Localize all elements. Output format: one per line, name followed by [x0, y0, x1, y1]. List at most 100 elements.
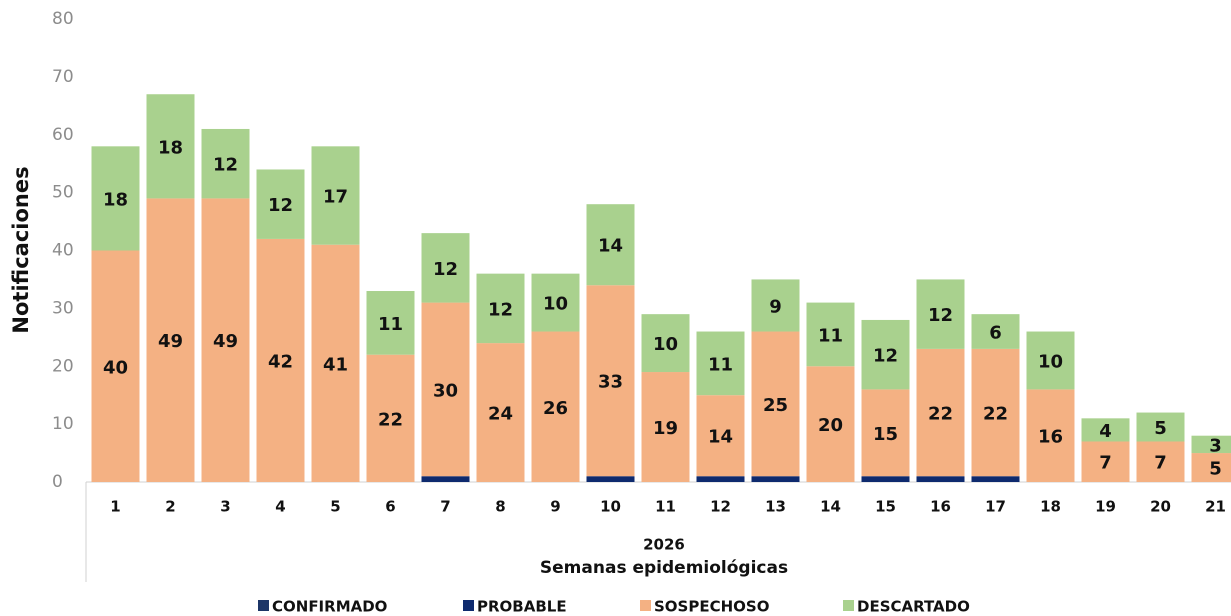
legend-label: CONFIRMADO	[272, 598, 387, 616]
bar-segment	[311, 244, 360, 482]
bar-segment	[641, 314, 690, 373]
bar-segment	[751, 476, 800, 482]
y-tick-label: 40	[52, 241, 74, 261]
data-label: 9	[769, 296, 782, 317]
bar-segment	[146, 94, 195, 199]
data-label: 49	[158, 331, 183, 352]
bar-segment	[366, 291, 415, 355]
x-tick-label: 19	[1095, 498, 1116, 516]
data-label: 12	[873, 346, 898, 367]
bar-segment	[696, 395, 745, 477]
bar-segment	[751, 279, 800, 332]
bar-segment	[531, 331, 580, 482]
data-label: 26	[543, 398, 568, 419]
x-tick-label: 21	[1205, 498, 1226, 516]
bar-segment	[806, 302, 855, 367]
data-label: 41	[323, 354, 348, 375]
bar-segment	[201, 198, 250, 482]
bar-segment	[916, 348, 965, 477]
bar-segment	[1191, 453, 1231, 482]
data-label: 25	[763, 395, 788, 416]
bar-segment	[1136, 441, 1185, 482]
bar-segment	[971, 348, 1020, 477]
data-label: 12	[213, 155, 238, 176]
bar-segment	[916, 279, 965, 349]
data-label: 16	[1038, 427, 1063, 448]
x-tick-label: 11	[655, 498, 676, 516]
legend-label: SOSPECHOSO	[654, 598, 769, 616]
data-label: 7	[1099, 453, 1112, 474]
bar-segment	[476, 343, 525, 482]
data-label: 20	[818, 415, 843, 436]
x-tick-label: 1	[110, 498, 120, 516]
y-tick-label: 70	[52, 67, 74, 87]
data-label: 18	[103, 189, 128, 210]
x-tick-label: 8	[495, 498, 505, 516]
data-label: 22	[928, 404, 953, 425]
data-label: 18	[158, 137, 183, 158]
data-label: 15	[873, 424, 898, 445]
x-tick-label: 17	[985, 498, 1006, 516]
y-tick-label: 0	[52, 472, 63, 492]
data-label: 12	[433, 259, 458, 280]
x-tick-label: 16	[930, 498, 951, 516]
y-tick-label: 50	[52, 183, 74, 203]
x-axis-group: 2026	[643, 536, 685, 554]
y-tick-label: 60	[52, 125, 74, 145]
bar-segment	[861, 389, 910, 477]
data-label: 12	[488, 299, 513, 320]
bar-segment	[91, 146, 140, 251]
legend-label: PROBABLE	[477, 598, 567, 616]
y-tick-label: 10	[52, 414, 74, 434]
bar-segment	[971, 314, 1020, 349]
data-label: 10	[543, 294, 568, 315]
bar-segment	[256, 238, 305, 482]
bar-segment	[1191, 435, 1231, 454]
bar-segment	[146, 198, 195, 482]
y-tick-label: 30	[52, 298, 74, 318]
bar-segment	[1081, 441, 1130, 482]
bar-segment	[421, 233, 470, 303]
legend-swatch	[843, 600, 854, 611]
bar-segment	[256, 169, 305, 239]
x-tick-label: 13	[765, 498, 786, 516]
bar-segment	[476, 273, 525, 344]
data-label: 12	[268, 195, 293, 216]
bar-segment	[806, 366, 855, 482]
bar-segment	[1026, 389, 1075, 482]
bar-segment	[586, 476, 635, 482]
x-tick-label: 7	[440, 498, 450, 516]
bar-segment	[91, 250, 140, 482]
x-tick-label: 20	[1150, 498, 1171, 516]
data-label: 7	[1154, 453, 1167, 474]
bar-segment	[201, 128, 250, 199]
data-label: 6	[989, 323, 1002, 344]
legend-swatch	[463, 600, 474, 611]
data-label: 11	[378, 314, 403, 335]
y-tick-label: 20	[52, 356, 74, 376]
x-tick-label: 5	[330, 498, 340, 516]
data-label: 42	[268, 351, 293, 372]
x-tick-label: 14	[820, 498, 841, 516]
bar-segment	[696, 331, 745, 396]
bar-segment	[696, 476, 745, 482]
legend-swatch	[258, 600, 269, 611]
bar-segment	[531, 273, 580, 332]
data-label: 30	[433, 380, 458, 401]
data-label: 3	[1209, 435, 1222, 456]
legend-swatch	[640, 600, 651, 611]
x-tick-label: 10	[600, 498, 621, 516]
bar-segment	[861, 476, 910, 482]
data-label: 11	[708, 354, 733, 375]
bar-segment	[586, 285, 635, 477]
bar-segment	[916, 476, 965, 482]
data-label: 5	[1154, 418, 1167, 439]
data-label: 33	[598, 372, 623, 393]
y-tick-label: 80	[52, 9, 74, 29]
data-label: 24	[488, 404, 513, 425]
data-label: 40	[103, 357, 128, 378]
data-label: 22	[378, 409, 403, 430]
data-label: 5	[1209, 459, 1222, 480]
bar-segment	[366, 354, 415, 482]
